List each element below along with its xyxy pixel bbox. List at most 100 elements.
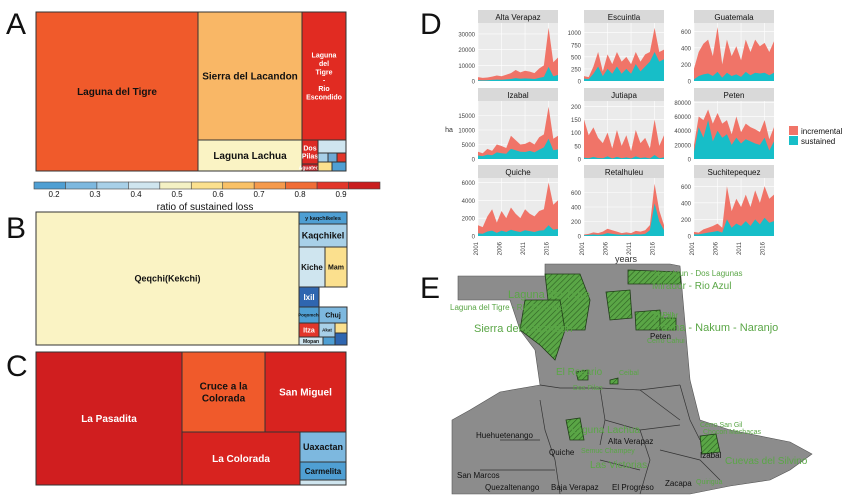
protected-area-label: Laguna Lachua [571, 425, 640, 436]
facet-guatemala: Guatemala 0 200 400 600 [681, 10, 774, 86]
panel-letter-c: C [6, 350, 28, 383]
department-label: Quezaltenango [485, 483, 540, 492]
facet-strip [584, 88, 664, 101]
legend-swatch [222, 181, 255, 190]
treemap-b-cell [322, 336, 336, 346]
y-tick-label: 0 [472, 80, 476, 86]
protected-area [699, 433, 721, 455]
y-tick-label: 600 [571, 191, 582, 197]
protected-area-label: Cerro Cahui [647, 338, 685, 345]
protected-area [659, 317, 677, 331]
panel-letter-d: D [420, 8, 442, 41]
legend-swatch [65, 181, 98, 190]
legend-tick: 0.3 [89, 190, 101, 199]
treemap-b-cell-label: Itza [303, 327, 315, 334]
sustained-area [478, 66, 558, 81]
treemap-a-cell [331, 161, 347, 172]
y-tick-label: 100 [571, 131, 582, 137]
x-tick-label: 2006 [498, 241, 504, 255]
y-tick-label: 15000 [458, 114, 475, 120]
y-tick-label: 30000 [458, 32, 475, 38]
y-tick-label: 0 [688, 235, 692, 241]
sustained-area [694, 71, 774, 81]
protected-area [605, 289, 633, 321]
treemap-c-cell-label: Uaxactan [303, 442, 343, 452]
treemap-c-cell [299, 479, 347, 486]
protected-area-label: Yaxha - Nakum - Naranjo [655, 322, 778, 334]
facet-title: Guatemala [714, 13, 754, 22]
treemap-b-cell-label: Mam [328, 264, 344, 271]
y-tick-label: 50 [574, 144, 581, 150]
facet-strip [694, 88, 774, 101]
treemap-a-cell [301, 11, 347, 141]
legend-title: ratio of sustained loss [157, 202, 254, 213]
facet-alta-verapaz: Alta Verapaz 0 10000 20000 30000 [458, 10, 558, 86]
legend-tick: 0.7 [253, 190, 265, 199]
treemap-a-cell [317, 139, 347, 154]
protected-area-label: Laguna del Tigre - Rio Escondido [450, 303, 569, 312]
y-tick-label: 250 [571, 67, 582, 73]
treemap-b-cell [334, 322, 348, 334]
legend-tick: 0.5 [171, 190, 183, 199]
treemap-c-cell-label: Carmelita [305, 467, 342, 476]
treemap-b-cell-label: Poqomchi [298, 313, 320, 318]
protected-area-label: Laguna del Tigre [508, 289, 590, 301]
department-label: Quiche [549, 448, 575, 457]
treemap-c-cell [299, 431, 347, 463]
protected-area-label: Semuc Champey [581, 448, 635, 455]
panel-letter-a: A [6, 8, 27, 41]
treemap-b-cell-label: Mopan [303, 339, 319, 345]
treemap-a-cell-label: Laguna Lachua [213, 151, 287, 162]
facet-strip [584, 10, 664, 23]
legend-label-incremental: incremental [801, 127, 843, 136]
department-label: Huehuetenango [476, 431, 533, 440]
legend-swatch-sustained [789, 136, 798, 145]
y-tick-label: 0 [688, 80, 692, 86]
treemap-c-cell-label: Colorada [202, 394, 246, 405]
protected-area-label: Chocon Machacas [703, 429, 761, 436]
facet-jutiapa: Jutiapa 0 50 100 150 200 [571, 88, 664, 164]
x-tick-label: 2006 [714, 241, 720, 255]
department-label: Baja Verapaz [551, 483, 599, 492]
department-border [679, 384, 701, 441]
y-tick-label: 500 [571, 55, 582, 61]
treemap-c-cell-label: Cruce a la [200, 382, 248, 393]
treemap-a: Laguna del Tigre Sierra del Lacandon Lagun… [35, 11, 347, 172]
department-border [659, 449, 721, 481]
facet-strip [478, 88, 558, 101]
treemap-a-cell-label: Escondido [306, 94, 342, 101]
y-tick-label: 0 [578, 158, 582, 164]
facet-title: Retalhuleu [605, 168, 643, 177]
department-label: Izabal [700, 451, 722, 460]
y-tick-label: 0 [472, 235, 476, 241]
facet-quiche: Quiche 0 2000 4000 6000 2001 2006 2011 2016 [462, 165, 558, 255]
legend-swatch [285, 181, 318, 190]
treemap-c-cell [181, 351, 266, 433]
incremental-area [478, 182, 558, 236]
facet-title: Jutiapa [611, 91, 637, 100]
facet-retalhuleu: Retalhuleu 0 200 400 600 2001 2006 2011 2016 [571, 165, 664, 255]
treemap-a-cell [327, 152, 338, 163]
legend-tick: 0.4 [130, 190, 142, 199]
sustained-area [478, 225, 558, 236]
incremental-area [694, 27, 774, 81]
protected-area-label: Cerro San Gil [700, 422, 743, 429]
protected-area-label: Quirigua [696, 479, 723, 486]
x-tick-label: 2001 [474, 241, 480, 255]
y-tick-label: 200 [681, 63, 692, 69]
y-tick-label: 200 [681, 218, 692, 224]
facet-strip [584, 165, 664, 178]
treemap-b-cell-label: Akat [322, 328, 332, 333]
y-tick-label: 20000 [458, 48, 475, 54]
x-tick-label: 2011 [627, 241, 633, 255]
y-tick-label: 0 [472, 158, 476, 164]
department-border [539, 399, 561, 495]
legend-tick: 0.6 [212, 190, 224, 199]
y-tick-label: 5000 [462, 143, 476, 149]
treemap-b-cell-label: Kiche [301, 263, 323, 272]
facet-title: Suchitepequez [708, 168, 761, 177]
sustained-area [694, 120, 774, 159]
protected-area-label: Naachtun - Dos Lagunas [654, 269, 743, 278]
